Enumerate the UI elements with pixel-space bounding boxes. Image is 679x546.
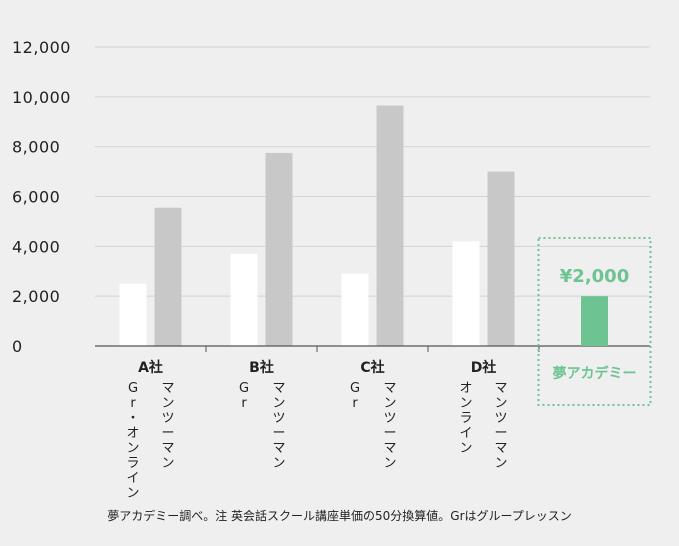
bar-group-0 xyxy=(119,283,147,346)
highlight-group: ¥2,000 夢アカデミー xyxy=(537,237,652,406)
bar-type-label: マンツーマン xyxy=(272,381,285,471)
footnote: 夢アカデミー調べ。注 英会話スクール講座単価の50分換算値。Grはグループレッス… xyxy=(107,509,572,523)
highlight-category-label: 夢アカデミー xyxy=(553,365,637,382)
bar-private-2 xyxy=(376,105,404,346)
bar-group-2 xyxy=(341,273,369,346)
y-tick-label: 0 xyxy=(12,337,23,356)
y-tick-label: 12,000 xyxy=(12,38,71,57)
x-axis: A社 B社 C社 D社 xyxy=(95,345,650,376)
y-tick-label: 8,000 xyxy=(12,138,60,157)
highlight-bar xyxy=(581,296,608,346)
bar-private-0 xyxy=(154,207,182,346)
x-category-label: D社 xyxy=(471,359,497,376)
y-tick-label: 4,000 xyxy=(12,237,60,256)
x-category-label: C社 xyxy=(360,359,384,376)
bar-group-1 xyxy=(230,253,258,346)
bar-private-3 xyxy=(487,171,515,346)
x-category-label: A社 xyxy=(138,359,163,376)
y-axis: 0 2,000 4,000 6,000 8,000 10,000 12,000 xyxy=(12,38,71,356)
y-tick-label: 10,000 xyxy=(12,88,71,107)
x-category-label: B社 xyxy=(249,359,274,376)
bar-type-label: マンツーマン xyxy=(383,381,396,471)
highlight-value-label: ¥2,000 xyxy=(560,266,629,287)
y-tick-label: 2,000 xyxy=(12,287,60,306)
bar-private-1 xyxy=(265,152,293,346)
bar-type-label: マンツーマン xyxy=(161,381,174,471)
y-tick-label: 6,000 xyxy=(12,188,60,207)
highlight-frame xyxy=(537,237,652,406)
gridlines xyxy=(95,46,650,297)
bar-group-3 xyxy=(452,241,480,346)
bar-type-label: マンツーマン xyxy=(494,381,507,471)
bars xyxy=(119,105,515,346)
bar-type-label: オンライン xyxy=(459,381,472,456)
